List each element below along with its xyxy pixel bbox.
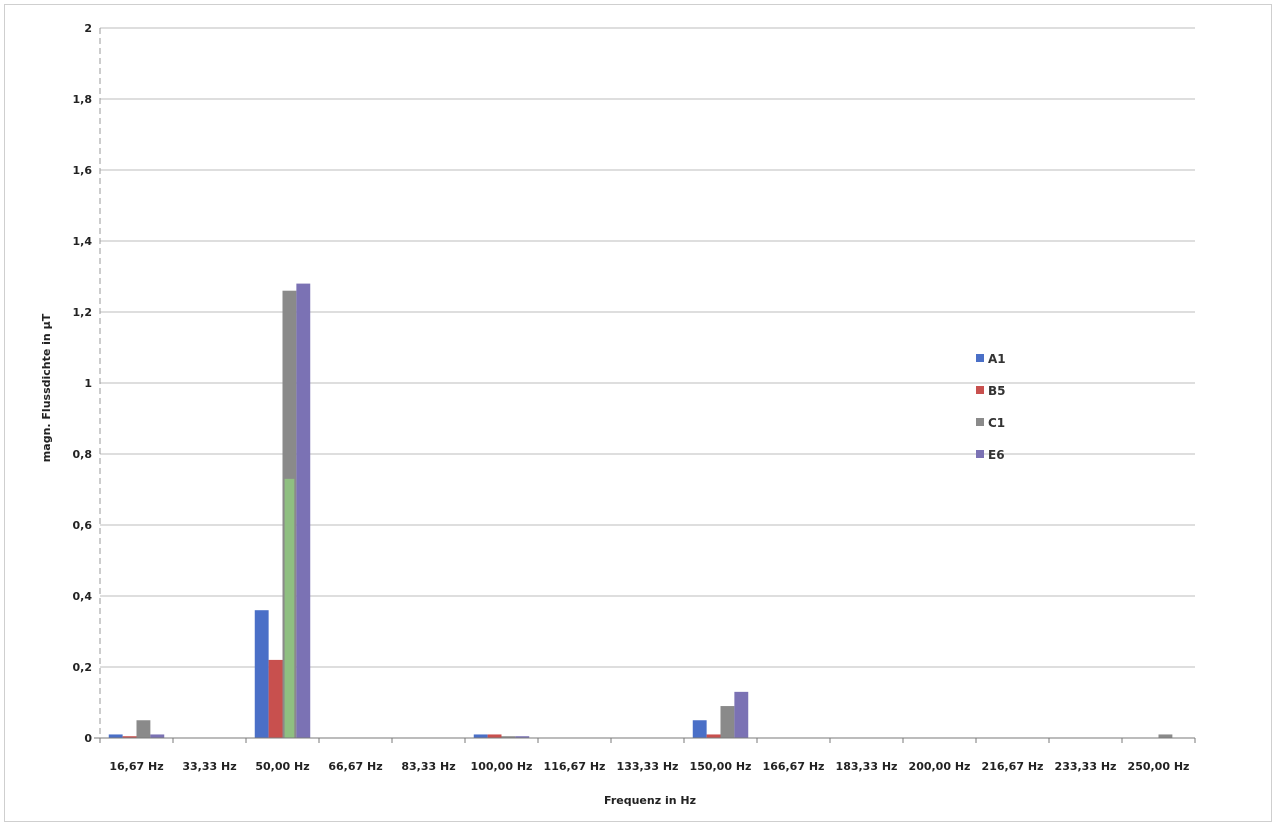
x-tick-label: 183,33 Hz	[836, 760, 898, 773]
legend-label: E6	[988, 448, 1005, 462]
x-tick-label: 33,33 Hz	[182, 760, 236, 773]
x-tick-label: 216,67 Hz	[982, 760, 1044, 773]
y-tick-label: 1,4	[73, 235, 93, 248]
legend-label: A1	[988, 352, 1006, 366]
chart-frame	[4, 4, 1272, 822]
legend-swatch	[976, 386, 984, 394]
x-tick-label: 83,33 Hz	[401, 760, 455, 773]
x-tick-label: 166,67 Hz	[763, 760, 825, 773]
legend-label: B5	[988, 384, 1006, 398]
x-tick-label: 50,00 Hz	[255, 760, 309, 773]
y-tick-label: 0	[84, 732, 92, 745]
legend: A1 B5 C1 E6	[976, 352, 1006, 462]
legend-swatch	[976, 450, 984, 458]
y-tick-label: 0,8	[73, 448, 93, 461]
bar-b5	[268, 659, 283, 738]
x-tick-label: 116,67 Hz	[544, 760, 606, 773]
y-tick-label: 1,2	[73, 306, 93, 319]
bar-c1	[501, 736, 516, 738]
bar-b5	[706, 734, 721, 738]
y-tick-label: 1,6	[73, 164, 93, 177]
x-tick-label: 233,33 Hz	[1055, 760, 1117, 773]
bar-c1	[136, 720, 151, 738]
bar-a1	[254, 610, 269, 738]
y-tick-label: 0,2	[73, 661, 93, 674]
x-tick-label: 250,00 Hz	[1128, 760, 1190, 773]
x-tick-label: 100,00 Hz	[471, 760, 533, 773]
bar-e6	[296, 283, 311, 738]
bar-e6	[734, 691, 749, 738]
bar-overlay	[284, 478, 295, 738]
legend-swatch	[976, 354, 984, 362]
x-tick-label: 150,00 Hz	[690, 760, 752, 773]
x-tick-label: 200,00 Hz	[909, 760, 971, 773]
y-axis-title: magn. Flussdichte in µT	[40, 313, 53, 462]
bar-b5	[122, 736, 137, 738]
legend-label: C1	[988, 416, 1005, 430]
bar-a1	[692, 720, 707, 738]
y-tick-label: 0,4	[73, 590, 93, 603]
bars	[108, 283, 1173, 738]
y-tick-labels: 0 0,2 0,4 0,6 0,8 1 1,2 1,4 1,6 1,8 2	[73, 22, 93, 745]
bar-e6	[515, 736, 530, 738]
x-axis	[94, 28, 1196, 743]
bar-b5	[487, 734, 502, 738]
bar-c1	[1158, 734, 1173, 738]
x-axis-title: Frequenz in Hz	[604, 794, 696, 807]
bar-a1	[108, 734, 123, 738]
x-tick-label: 66,67 Hz	[328, 760, 382, 773]
x-tick-labels: 16,67 Hz 33,33 Hz 50,00 Hz 66,67 Hz 83,33 Hz…	[109, 760, 1189, 773]
x-tick-label: 16,67 Hz	[109, 760, 163, 773]
bar-e6	[150, 734, 165, 738]
y-tick-label: 0,6	[73, 519, 93, 532]
bar-a1	[473, 734, 488, 738]
y-tick-label: 1,8	[73, 93, 93, 106]
y-tick-label: 1	[84, 377, 92, 390]
gridlines	[100, 27, 1195, 668]
bar-c1	[720, 706, 735, 738]
x-tick-label: 133,33 Hz	[617, 760, 679, 773]
legend-swatch	[976, 418, 984, 426]
y-tick-label: 2	[84, 22, 92, 35]
